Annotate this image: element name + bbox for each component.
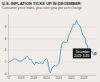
svg-text:2: 2 bbox=[5, 60, 7, 64]
svg-text:2018: 2018 bbox=[18, 76, 25, 80]
svg-text:Consumer price index, year-ove: Consumer price index, year-over-year per… bbox=[2, 6, 82, 10]
svg-text:8: 8 bbox=[5, 25, 7, 29]
svg-text:December: December bbox=[76, 49, 90, 53]
svg-text:2022: 2022 bbox=[68, 76, 75, 80]
svg-text:U.S. INFLATION TICKS UP IN DEC: U.S. INFLATION TICKS UP IN DECEMBER bbox=[2, 1, 81, 6]
svg-text:2020: 2020 bbox=[43, 76, 50, 80]
svg-text:0: 0 bbox=[5, 71, 7, 75]
svg-text:6: 6 bbox=[5, 36, 7, 40]
svg-text:2023: 3.4%: 2023: 3.4% bbox=[74, 53, 90, 57]
svg-text:2019: 2019 bbox=[30, 76, 37, 80]
svg-text:2023: 2023 bbox=[81, 76, 88, 80]
svg-text:'17: '17 bbox=[7, 76, 11, 80]
svg-text:2021: 2021 bbox=[55, 76, 62, 80]
svg-text:4: 4 bbox=[5, 48, 7, 52]
